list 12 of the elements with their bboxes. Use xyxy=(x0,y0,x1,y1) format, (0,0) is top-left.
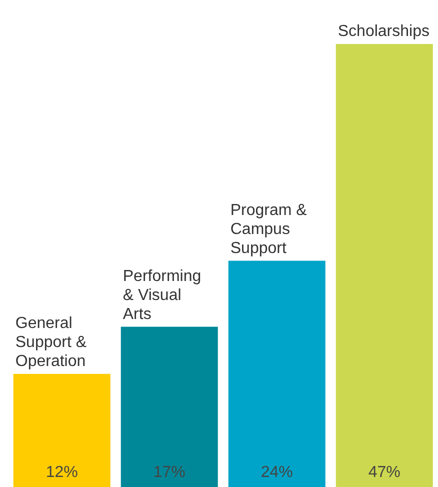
data-label: 12% xyxy=(46,464,78,481)
bar xyxy=(336,44,433,487)
bar xyxy=(13,374,110,487)
bar xyxy=(120,326,218,487)
bar xyxy=(228,260,326,487)
x-tick-label: Program & Campus Support xyxy=(230,202,308,257)
x-tick-label: Performing & Visual Arts xyxy=(122,268,202,323)
data-label: 17% xyxy=(153,464,186,481)
data-label: 24% xyxy=(260,464,293,481)
x-tick-label: General Support & Operation xyxy=(15,314,87,370)
x-tick-label: Scholarships xyxy=(338,23,430,40)
data-label: 47% xyxy=(368,464,400,481)
